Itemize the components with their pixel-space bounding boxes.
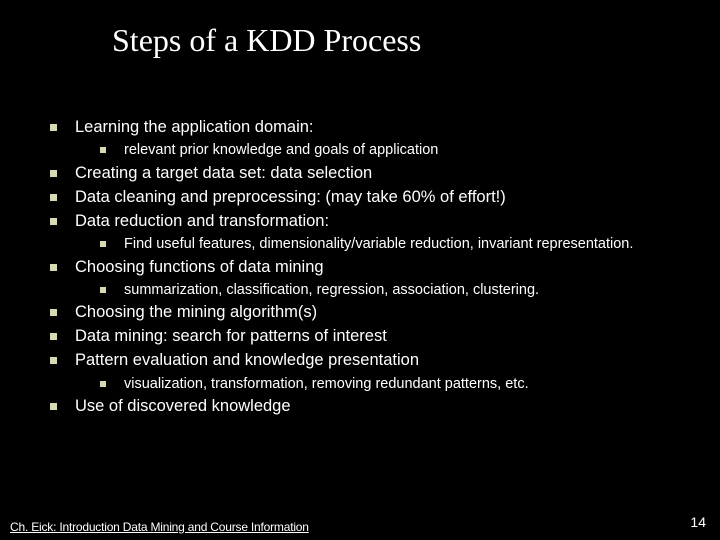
footer-text: Ch. Eick: Introduction Data Mining and C… bbox=[10, 520, 309, 534]
square-bullet-icon bbox=[50, 170, 57, 177]
item-text: summarization, classification, regressio… bbox=[124, 281, 539, 300]
square-bullet-icon bbox=[50, 264, 57, 271]
item-text: Use of discovered knowledge bbox=[75, 396, 291, 417]
item-text: Learning the application domain: bbox=[75, 117, 314, 138]
list-item: Data cleaning and preprocessing: (may ta… bbox=[50, 187, 700, 208]
list-subitem: summarization, classification, regressio… bbox=[100, 281, 700, 300]
square-bullet-icon bbox=[50, 357, 57, 364]
list-subitem: Find useful features, dimensionality/var… bbox=[100, 235, 700, 254]
square-bullet-icon bbox=[100, 381, 106, 387]
item-text: Find useful features, dimensionality/var… bbox=[124, 235, 633, 254]
list-item: Data reduction and transformation: bbox=[50, 211, 700, 232]
item-text: Choosing the mining algorithm(s) bbox=[75, 302, 317, 323]
item-text: Data mining: search for patterns of inte… bbox=[75, 326, 387, 347]
list-item: Pattern evaluation and knowledge present… bbox=[50, 350, 700, 371]
list-item: Choosing the mining algorithm(s) bbox=[50, 302, 700, 323]
item-text: Choosing functions of data mining bbox=[75, 257, 324, 278]
square-bullet-icon bbox=[100, 241, 106, 247]
list-item: Learning the application domain: bbox=[50, 117, 700, 138]
item-text: Data cleaning and preprocessing: (may ta… bbox=[75, 187, 506, 208]
item-text: Pattern evaluation and knowledge present… bbox=[75, 350, 419, 371]
item-text: Data reduction and transformation: bbox=[75, 211, 329, 232]
list-item: Data mining: search for patterns of inte… bbox=[50, 326, 700, 347]
square-bullet-icon bbox=[50, 194, 57, 201]
slide-title: Steps of a KDD Process bbox=[0, 0, 720, 59]
list-item: Choosing functions of data mining bbox=[50, 257, 700, 278]
list-subitem: visualization, transformation, removing … bbox=[100, 375, 700, 394]
square-bullet-icon bbox=[50, 333, 57, 340]
item-text: visualization, transformation, removing … bbox=[124, 375, 529, 394]
page-number: 14 bbox=[690, 514, 706, 530]
square-bullet-icon bbox=[50, 403, 57, 410]
list-subitem: relevant prior knowledge and goals of ap… bbox=[100, 141, 700, 160]
item-text: relevant prior knowledge and goals of ap… bbox=[124, 141, 438, 160]
square-bullet-icon bbox=[50, 124, 57, 131]
item-text: Creating a target data set: data selecti… bbox=[75, 163, 372, 184]
list-item: Creating a target data set: data selecti… bbox=[50, 163, 700, 184]
list-item: Use of discovered knowledge bbox=[50, 396, 700, 417]
square-bullet-icon bbox=[100, 147, 106, 153]
square-bullet-icon bbox=[100, 287, 106, 293]
slide-content: Learning the application domain: relevan… bbox=[0, 59, 720, 417]
square-bullet-icon bbox=[50, 218, 57, 225]
square-bullet-icon bbox=[50, 309, 57, 316]
